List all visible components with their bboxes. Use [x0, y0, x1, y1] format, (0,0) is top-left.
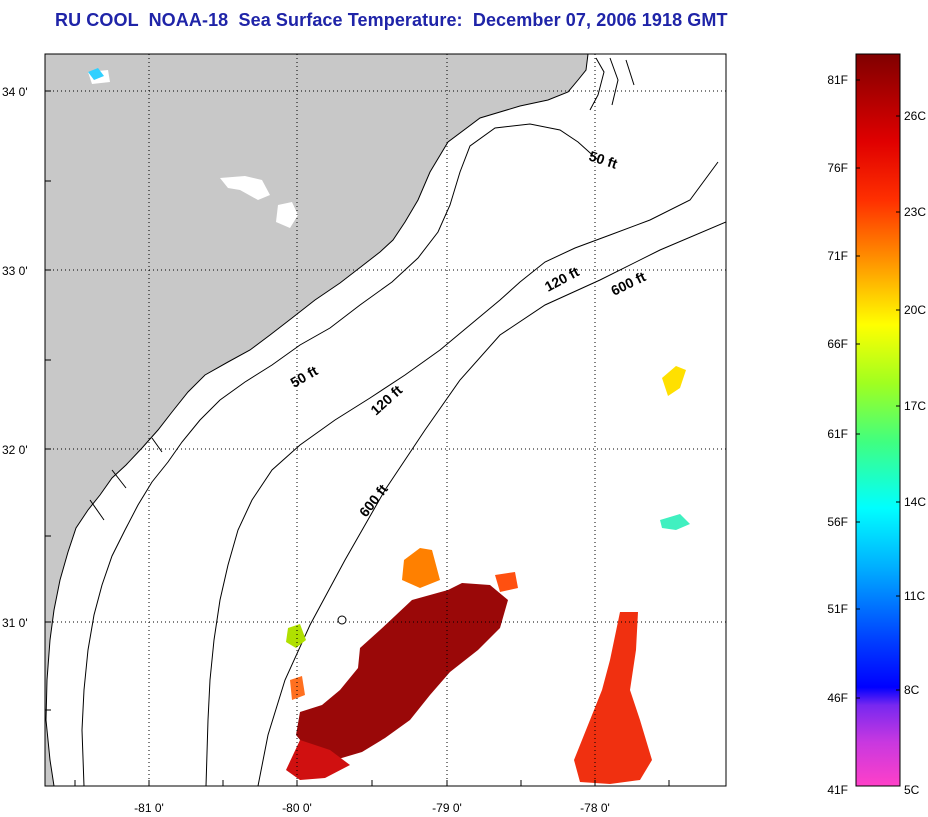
colorbar-f-label: 46F	[827, 691, 848, 705]
cloud-patch	[276, 202, 298, 228]
colorbar-c-label: 8C	[904, 683, 920, 697]
map-frame	[44, 53, 727, 787]
colorbar-c-label: 20C	[904, 303, 926, 317]
estuary-lines	[89, 57, 635, 521]
colorbar-c-label: 23C	[904, 205, 926, 219]
contour-120ft	[205, 161, 719, 786]
colorbar-f-label: 76F	[827, 161, 848, 175]
sst-patch-orange-left	[290, 676, 305, 700]
lon-label-79: -79 0'	[432, 801, 462, 815]
colorbar-c-label: 14C	[904, 495, 926, 509]
sst-patch-offshore-cyan	[660, 514, 690, 530]
colorbar-c-label: 17C	[904, 399, 926, 413]
map-title: RU COOL NOAA-18 Sea Surface Temperature:…	[55, 10, 728, 30]
sst-patch-yellow-orange	[402, 548, 440, 588]
colorbar-c-label: 11C	[904, 589, 925, 603]
colorbar	[855, 53, 901, 787]
buoy-marker	[337, 615, 347, 625]
colorbar-c-label: 26C	[904, 109, 926, 123]
axis-ticks	[45, 90, 670, 786]
land-mass	[45, 54, 589, 786]
lat-label-34: 34 0'	[2, 85, 28, 99]
sst-patch-orange	[574, 612, 652, 784]
colorbar-f-label: 41F	[827, 783, 848, 797]
contour-600ft	[257, 221, 726, 786]
lat-label-33: 33 0'	[2, 264, 28, 278]
colorbar-ticks	[856, 79, 900, 699]
sst-patch-cyan-small	[88, 68, 104, 80]
colorbar-f-label: 81F	[827, 73, 848, 87]
colorbar-f-label: 66F	[827, 337, 848, 351]
lon-label-80: -80 0'	[282, 801, 312, 815]
lat-label-32: 32 0'	[2, 443, 28, 457]
contour-50ft	[81, 123, 599, 786]
graticule	[45, 54, 726, 786]
lon-label-81: -81 0'	[134, 801, 164, 815]
colorbar-f-label: 71F	[827, 249, 848, 263]
sst-patch-red	[286, 740, 350, 780]
colorbar-f-label: 51F	[827, 602, 848, 616]
lon-label-78: -78 0'	[580, 801, 610, 815]
colorbar-c-label: 5C	[904, 783, 920, 797]
sst-patch-offshore-yellow	[662, 366, 686, 396]
colorbar-f-label: 56F	[827, 515, 848, 529]
sst-patch-orange-small	[495, 572, 518, 592]
lat-label-31: 31 0'	[2, 616, 28, 630]
colorbar-f-label: 61F	[827, 427, 848, 441]
sst-patch-warm-core	[296, 583, 508, 760]
cloud-patch	[220, 176, 270, 200]
sst-patch-yellow-green	[286, 624, 306, 648]
